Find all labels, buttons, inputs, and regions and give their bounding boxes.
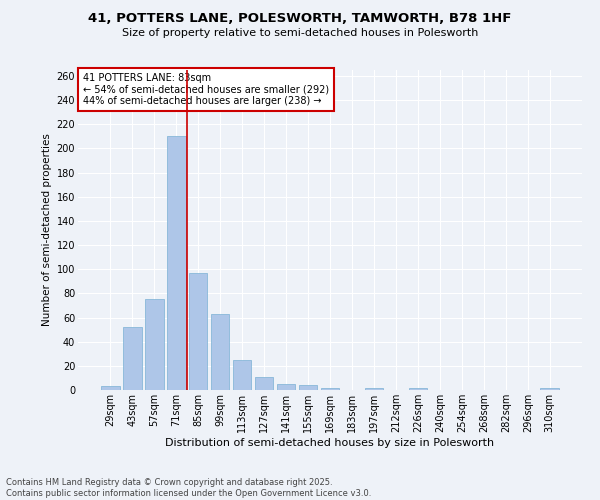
Bar [365,388,383,390]
Bar [167,136,185,390]
Bar [299,385,317,390]
Text: Size of property relative to semi-detached houses in Polesworth: Size of property relative to semi-detach… [122,28,478,38]
Bar [123,327,142,390]
Bar [233,360,251,390]
Bar [101,386,119,390]
X-axis label: Distribution of semi-detached houses by size in Polesworth: Distribution of semi-detached houses by … [166,438,494,448]
Text: 41 POTTERS LANE: 83sqm
← 54% of semi-detached houses are smaller (292)
44% of se: 41 POTTERS LANE: 83sqm ← 54% of semi-det… [83,73,329,106]
Bar [409,388,427,390]
Text: 41, POTTERS LANE, POLESWORTH, TAMWORTH, B78 1HF: 41, POTTERS LANE, POLESWORTH, TAMWORTH, … [88,12,512,26]
Bar [255,376,274,390]
Bar [541,388,559,390]
Bar [211,314,229,390]
Bar [320,388,340,390]
Bar [189,273,208,390]
Y-axis label: Number of semi-detached properties: Number of semi-detached properties [43,134,52,326]
Bar [145,300,164,390]
Text: Contains HM Land Registry data © Crown copyright and database right 2025.
Contai: Contains HM Land Registry data © Crown c… [6,478,371,498]
Bar [277,384,295,390]
